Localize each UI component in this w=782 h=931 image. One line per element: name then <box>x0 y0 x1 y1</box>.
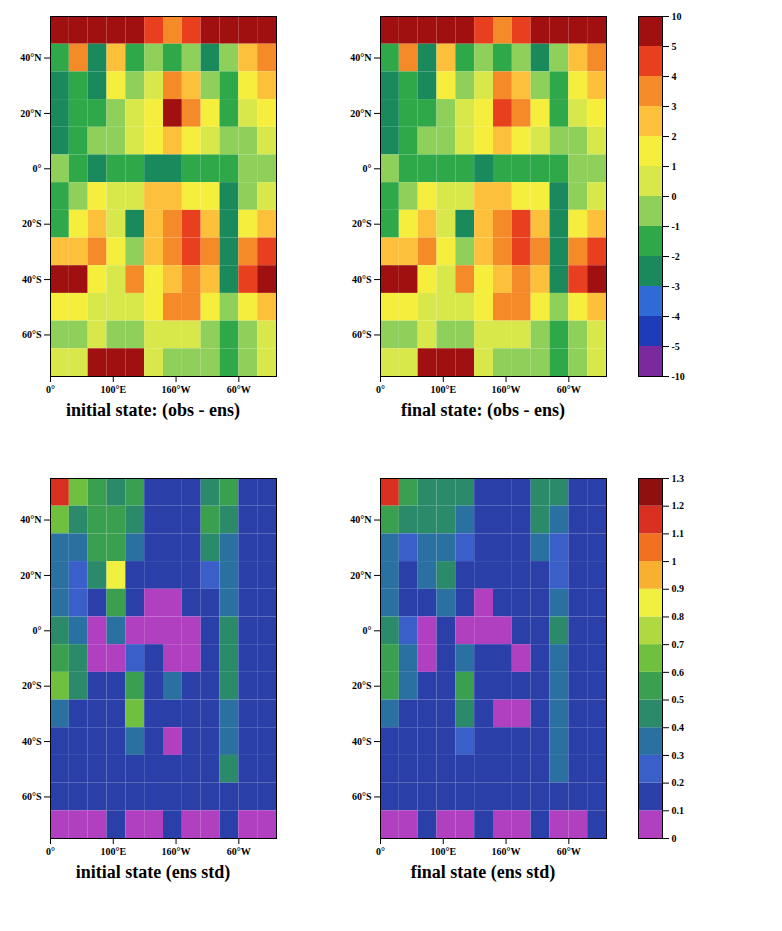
svg-text:20°S: 20°S <box>352 680 372 691</box>
svg-text:20°S: 20°S <box>22 680 42 691</box>
svg-text:20°N: 20°N <box>20 570 42 581</box>
svg-text:100°E: 100°E <box>430 384 456 395</box>
svg-text:10: 10 <box>672 11 682 22</box>
svg-text:160°W: 160°W <box>492 846 521 857</box>
svg-text:5: 5 <box>672 41 677 52</box>
svg-text:0°: 0° <box>46 384 55 395</box>
svg-text:3: 3 <box>672 101 677 112</box>
html-text:final state: (obs - ens): final state: (obs - ens) <box>401 400 565 420</box>
svg-text:-2: -2 <box>672 251 680 262</box>
svg-text:20°N: 20°N <box>350 108 372 119</box>
svg-text:60°S: 60°S <box>22 329 42 340</box>
svg-text:0.9: 0.9 <box>672 583 685 594</box>
svg-text:0.2: 0.2 <box>672 777 685 788</box>
svg-text:0.8: 0.8 <box>672 611 685 622</box>
svg-text:0.7: 0.7 <box>672 639 685 650</box>
svg-text:40°S: 40°S <box>22 736 42 747</box>
svg-text:4: 4 <box>672 71 677 82</box>
svg-text:40°N: 40°N <box>20 52 42 63</box>
svg-text:-3: -3 <box>672 281 680 292</box>
svg-text:100°E: 100°E <box>430 846 456 857</box>
svg-text:20°N: 20°N <box>20 108 42 119</box>
svg-text:100°E: 100°E <box>100 384 126 395</box>
svg-text:60°W: 60°W <box>227 384 251 395</box>
svg-text:40°S: 40°S <box>352 274 372 285</box>
svg-text:60°W: 60°W <box>557 846 581 857</box>
html-text:initial state: (obs - ens): initial state: (obs - ens) <box>66 400 240 420</box>
svg-text:0.1: 0.1 <box>672 805 685 816</box>
svg-text:1.1: 1.1 <box>672 528 685 539</box>
svg-text:60°S: 60°S <box>22 791 42 802</box>
svg-text:0°: 0° <box>376 384 385 395</box>
svg-text:0: 0 <box>672 191 677 202</box>
svg-text:160°W: 160°W <box>162 384 191 395</box>
svg-text:0.3: 0.3 <box>672 750 685 761</box>
svg-text:0°: 0° <box>46 846 55 857</box>
svg-text:20°N: 20°N <box>350 570 372 581</box>
html-text:final state (ens std): final state (ens std) <box>410 862 556 882</box>
svg-text:40°N: 40°N <box>20 514 42 525</box>
svg-text:60°S: 60°S <box>352 329 372 340</box>
svg-text:100°E: 100°E <box>100 846 126 857</box>
svg-text:40°N: 40°N <box>350 514 372 525</box>
svg-text:0°: 0° <box>363 625 372 636</box>
svg-text:160°W: 160°W <box>492 384 521 395</box>
svg-text:40°S: 40°S <box>352 736 372 747</box>
svg-text:0.4: 0.4 <box>672 722 685 733</box>
svg-text:20°S: 20°S <box>352 218 372 229</box>
svg-text:-4: -4 <box>672 311 680 322</box>
svg-text:40°N: 40°N <box>350 52 372 63</box>
html-text:initial state (ens std): initial state (ens std) <box>75 862 231 882</box>
svg-text:0°: 0° <box>33 625 42 636</box>
svg-text:160°W: 160°W <box>162 846 191 857</box>
svg-text:60°S: 60°S <box>352 791 372 802</box>
svg-text:-10: -10 <box>672 371 685 382</box>
svg-text:-1: -1 <box>672 221 680 232</box>
svg-text:0°: 0° <box>33 163 42 174</box>
svg-text:20°S: 20°S <box>22 218 42 229</box>
svg-text:2: 2 <box>672 131 677 142</box>
svg-text:0: 0 <box>672 833 677 844</box>
svg-text:-5: -5 <box>672 341 680 352</box>
svg-text:40°S: 40°S <box>22 274 42 285</box>
svg-text:0.6: 0.6 <box>672 667 685 678</box>
svg-text:1: 1 <box>672 556 677 567</box>
svg-text:1.3: 1.3 <box>672 473 685 484</box>
svg-text:0°: 0° <box>376 846 385 857</box>
svg-text:0.5: 0.5 <box>672 694 685 705</box>
svg-text:0°: 0° <box>363 163 372 174</box>
svg-text:60°W: 60°W <box>227 846 251 857</box>
svg-text:1: 1 <box>672 161 677 172</box>
svg-text:1.2: 1.2 <box>672 500 685 511</box>
svg-text:60°W: 60°W <box>557 384 581 395</box>
